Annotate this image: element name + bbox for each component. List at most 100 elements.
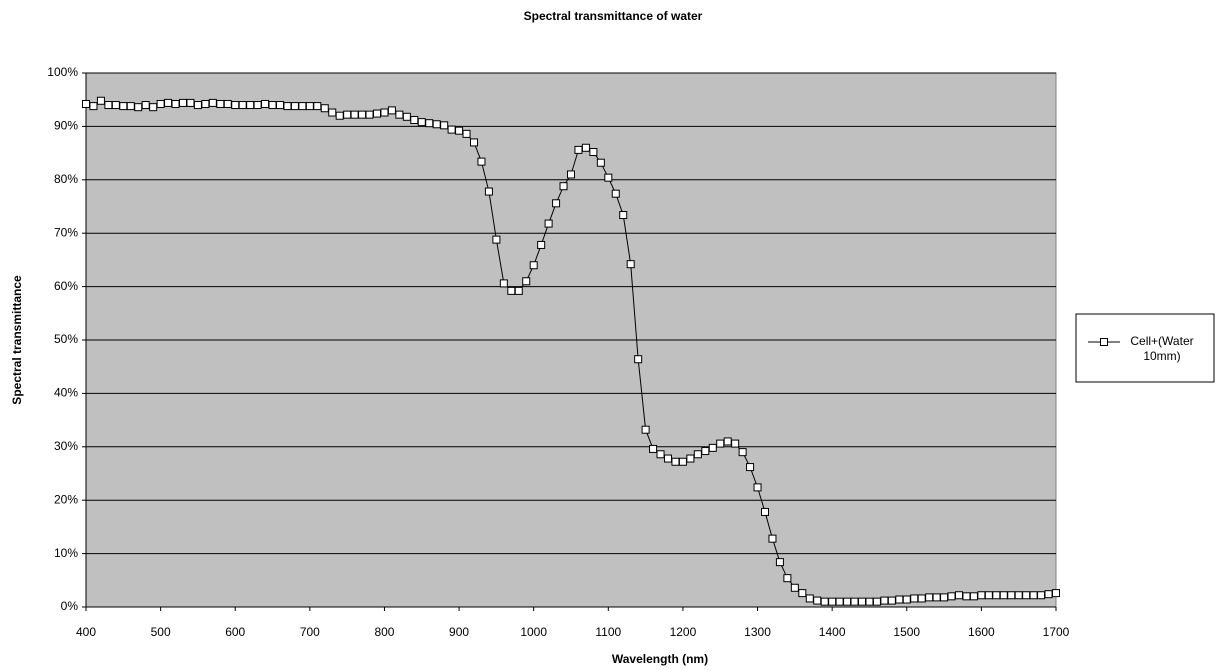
data-point: [1052, 589, 1060, 598]
data-point: [589, 148, 598, 157]
data-point: [955, 591, 963, 600]
data-point: [962, 592, 971, 601]
data-point: [395, 110, 404, 119]
y-tick-label: 30%: [54, 439, 78, 453]
data-point: [865, 597, 874, 606]
x-tick-label: 900: [449, 625, 469, 639]
data-point: [925, 593, 934, 602]
data-point: [440, 121, 449, 130]
data-point: [940, 593, 949, 602]
data-point: [238, 101, 247, 110]
data-point: [156, 99, 165, 108]
data-point: [425, 119, 434, 128]
data-point: [626, 260, 635, 269]
data-point: [231, 101, 240, 110]
x-tick-label: 600: [225, 625, 245, 639]
y-tick-label: 80%: [54, 172, 78, 186]
data-point: [768, 534, 777, 543]
data-point: [410, 115, 419, 124]
data-point: [910, 594, 919, 603]
data-point: [484, 187, 493, 196]
data-point: [298, 102, 307, 111]
x-tick-label: 1400: [819, 625, 846, 639]
x-axis-label: Wavelength (nm): [612, 652, 708, 666]
data-point: [678, 457, 687, 466]
data-point: [835, 597, 844, 606]
data-point: [723, 437, 732, 446]
data-point: [268, 101, 277, 110]
data-point: [1037, 591, 1046, 600]
data-point: [664, 454, 672, 463]
data-point: [432, 120, 441, 129]
x-tick-label: 800: [374, 625, 394, 639]
data-point: [276, 101, 284, 110]
y-tick-label: 40%: [54, 386, 78, 400]
data-point: [283, 102, 292, 111]
data-point: [447, 125, 456, 134]
data-point: [201, 99, 210, 108]
data-point: [149, 103, 158, 112]
data-point: [656, 450, 665, 459]
data-point: [477, 157, 486, 166]
data-point: [193, 101, 202, 110]
data-point: [708, 443, 717, 452]
data-point: [761, 507, 769, 516]
data-point: [89, 102, 98, 111]
x-tick-label: 400: [76, 625, 96, 639]
data-point: [887, 596, 896, 605]
data-point: [686, 454, 695, 463]
data-point: [514, 286, 523, 295]
data-point: [358, 110, 367, 119]
data-point: [365, 110, 374, 119]
data-point: [261, 99, 270, 108]
data-point: [716, 439, 725, 448]
data-point: [701, 447, 710, 456]
x-tick-label: 1000: [520, 625, 547, 639]
data-point: [507, 286, 516, 295]
data-point: [798, 589, 807, 598]
y-tick-label: 70%: [54, 225, 78, 239]
data-point: [559, 182, 568, 191]
data-point: [387, 106, 396, 115]
data-point: [171, 99, 180, 108]
data-point: [813, 596, 822, 605]
legend-label: Cell+(Water 10mm): [1130, 334, 1194, 363]
data-point: [880, 596, 889, 605]
y-tick-label: 60%: [54, 279, 78, 293]
data-point: [947, 592, 956, 601]
y-tick-label: 10%: [54, 546, 78, 560]
data-point: [320, 104, 329, 113]
y-tick-label: 0%: [61, 599, 79, 613]
data-point: [917, 594, 926, 603]
x-tick-label: 1600: [968, 625, 995, 639]
data-point: [335, 111, 344, 120]
data-point: [179, 98, 187, 107]
chart-title: Spectral transmittance of water: [524, 9, 703, 23]
data-point: [455, 126, 464, 135]
data-point: [208, 98, 217, 107]
data-point: [932, 593, 941, 602]
data-point: [984, 591, 993, 600]
data-point: [328, 108, 337, 117]
data-point: [1044, 590, 1053, 599]
data-point: [634, 355, 643, 364]
x-tick-label: 700: [300, 625, 320, 639]
data-point: [380, 108, 389, 117]
data-point: [783, 574, 792, 583]
data-point: [872, 597, 881, 606]
data-point: [522, 277, 531, 286]
data-point: [820, 597, 829, 606]
data-point: [246, 101, 255, 110]
data-point: [350, 110, 359, 119]
data-point: [1007, 591, 1016, 600]
x-tick-label: 1100: [595, 625, 621, 639]
data-point: [82, 99, 90, 108]
legend-box: [1075, 313, 1215, 383]
data-point: [141, 101, 150, 110]
data-point: [1029, 591, 1038, 600]
y-tick-label: 50%: [54, 332, 78, 346]
y-tick-label: 20%: [54, 492, 78, 506]
data-point: [223, 99, 232, 108]
data-point: [574, 145, 583, 154]
